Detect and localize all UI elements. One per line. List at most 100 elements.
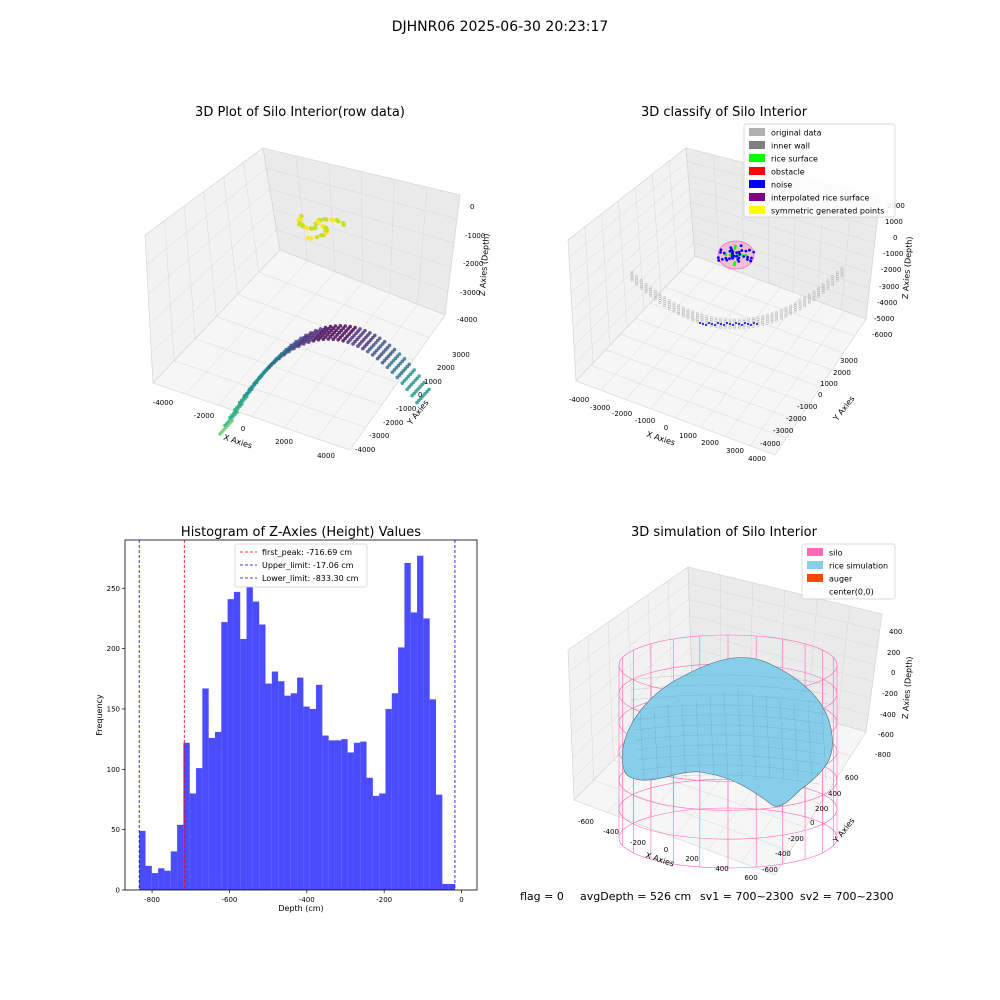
data-point <box>315 219 321 225</box>
data-point <box>728 322 732 326</box>
rice-mesh-line <box>636 754 822 765</box>
data-point <box>294 339 298 344</box>
data-point <box>756 323 758 325</box>
data-point <box>630 278 634 282</box>
data-point <box>826 287 830 291</box>
data-point <box>348 324 353 329</box>
data-point <box>789 312 793 316</box>
x-axis-label: Depth (cm) <box>278 904 323 913</box>
data-point <box>748 248 751 252</box>
data-point <box>831 283 835 287</box>
data-point <box>775 312 779 316</box>
data-point <box>639 280 643 284</box>
data-point <box>740 253 744 257</box>
panel4-y-axis-label: Y Axies <box>831 816 857 845</box>
panel1-y-ticks: 3000 2000 1000 0 -1000 -2000 -3000 -4000 <box>355 351 470 454</box>
legend-label: symmetric generated points <box>771 207 884 216</box>
data-point <box>639 286 643 290</box>
data-point <box>681 308 685 312</box>
histogram-bar <box>423 618 430 890</box>
data-point <box>831 277 835 281</box>
data-point <box>765 315 769 319</box>
legend-swatch <box>749 180 765 188</box>
data-point <box>798 299 802 303</box>
histogram-bar <box>322 735 329 890</box>
panel2-title: 3D classify of Silo Interior <box>641 105 808 120</box>
data-point <box>746 255 749 259</box>
histogram-bar <box>410 612 418 890</box>
tick-label: -3000 <box>369 432 389 440</box>
legend-swatch <box>807 574 823 582</box>
data-point <box>803 302 807 306</box>
data-point <box>803 296 807 300</box>
panel1-3d-box <box>144 147 461 451</box>
data-point <box>328 324 333 329</box>
y-tick-label: 50 <box>111 826 120 834</box>
data-point <box>744 322 746 324</box>
data-point <box>259 374 264 378</box>
x-tick-label: 0 <box>459 896 463 904</box>
histogram-bar <box>221 622 228 890</box>
data-point <box>742 326 746 330</box>
data-point <box>714 324 718 328</box>
data-point <box>681 306 685 310</box>
data-point <box>803 298 807 302</box>
data-point <box>779 308 783 312</box>
data-point <box>821 291 825 294</box>
data-point <box>412 368 417 372</box>
data-point <box>377 336 382 341</box>
tick-label: 4000 <box>317 452 335 460</box>
legend-swatch <box>749 193 765 201</box>
rice-mesh-line <box>709 695 715 781</box>
data-point <box>649 290 653 294</box>
rice-mesh-line <box>667 704 673 781</box>
panel4-y-ticks: 600 400 200 0 -200 -400 -600 <box>762 774 858 874</box>
tick-label: 0 <box>418 391 422 399</box>
data-point <box>733 318 737 322</box>
legend-label: original data <box>771 129 822 138</box>
rice-mesh-line <box>639 710 645 781</box>
data-point <box>382 339 387 344</box>
data-point <box>747 319 751 323</box>
data-point <box>709 316 713 319</box>
data-point <box>700 317 704 321</box>
data-point <box>784 308 788 312</box>
x-tick-label: -600 <box>221 896 237 904</box>
panel-simulation-3d: 3D simulation of Silo Interior -600 -400… <box>567 525 914 882</box>
data-point <box>305 235 311 241</box>
data-point <box>333 324 338 328</box>
tick-label: -2000 <box>612 410 632 418</box>
tick-label: -1000 <box>396 405 416 413</box>
legend-label: silo <box>829 549 843 558</box>
data-point <box>812 290 816 294</box>
data-point <box>747 317 751 321</box>
data-point <box>821 289 825 292</box>
data-point <box>649 294 653 298</box>
data-point <box>705 320 709 324</box>
legend-swatch <box>807 561 823 569</box>
data-point <box>731 252 735 256</box>
histogram-bar <box>347 752 354 890</box>
histogram-bar <box>379 793 386 890</box>
data-point <box>318 327 323 331</box>
panel1-z-axis-label: Z Axies (Depth) <box>478 233 491 296</box>
rice-mesh-line <box>632 714 826 725</box>
data-point <box>775 318 779 322</box>
data-point <box>798 307 802 311</box>
data-point <box>807 295 811 299</box>
y-tick-label: 150 <box>107 705 120 713</box>
data-point <box>742 324 746 328</box>
data-point <box>407 362 412 367</box>
data-point <box>663 300 667 304</box>
rice-mesh-line <box>634 734 824 745</box>
histogram-bar <box>233 591 241 890</box>
data-point <box>812 298 816 302</box>
data-point <box>720 257 724 261</box>
tick-label: 1000 <box>679 432 697 440</box>
rice-simulation-surface <box>622 657 833 807</box>
data-point <box>770 316 774 320</box>
tick-label: -3000 <box>773 427 793 435</box>
data-point <box>812 296 816 300</box>
tick-label: -1000 <box>465 232 485 240</box>
panel1-point-cloud <box>218 213 431 436</box>
